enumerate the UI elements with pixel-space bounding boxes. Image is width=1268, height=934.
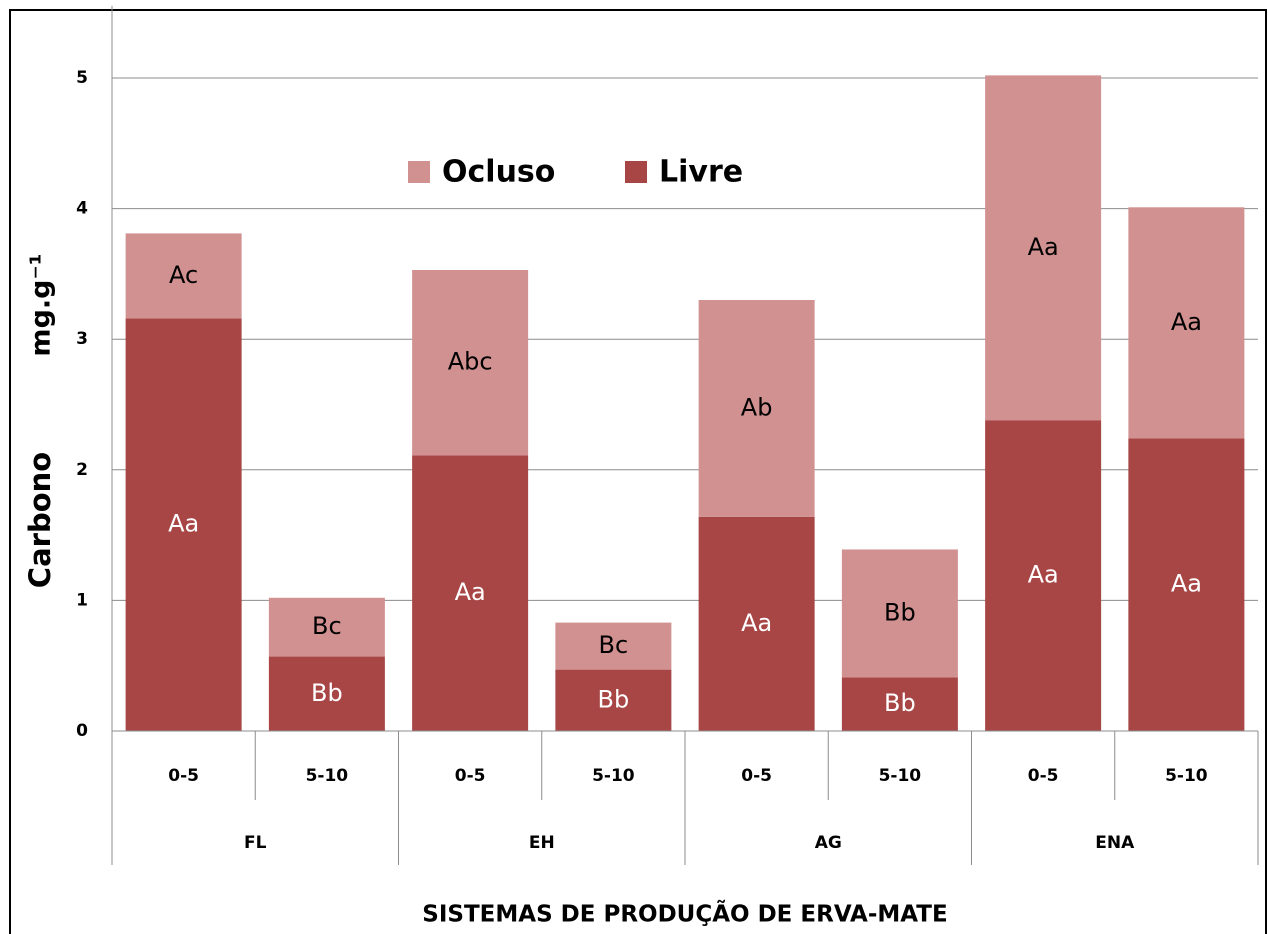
bar-segment [555,669,672,731]
data-label: Bc [599,631,629,659]
bar-segment [268,597,385,657]
bar-segment [1128,438,1245,731]
y-tick-label: 0 [76,721,88,741]
data-label: Ab [741,393,773,421]
bar-segment [125,318,242,731]
data-label: Aa [741,609,772,637]
x-tick-label: 0-5 [741,766,772,786]
data-label: Aa [1028,233,1059,261]
legend-label: Livre [659,155,743,190]
x-tick-label: 5-10 [306,766,349,786]
data-label: Bb [598,685,630,713]
bar-segment [841,677,958,731]
data-label: Aa [1171,570,1202,598]
data-label: Aa [1028,561,1059,589]
group-label: FL [244,833,267,853]
x-tick-label: 0-5 [1028,766,1059,786]
data-label: Ac [169,261,198,289]
x-tick-label: 5-10 [879,766,922,786]
bar-segment [412,269,529,456]
bar-segment [268,656,385,731]
x-tick-label: 0-5 [455,766,486,786]
x-tick-label: 5-10 [592,766,635,786]
data-label: Bb [884,689,916,717]
data-label: Bb [884,598,916,626]
x-tick-label: 5-10 [1165,766,1208,786]
bar-segment [985,420,1102,731]
bar-segment [1128,207,1245,439]
x-tick-label: 0-5 [168,766,199,786]
bar-segment [125,233,242,319]
y-tick-label: 1 [76,590,88,610]
legend-swatch [408,161,430,183]
data-label: Abc [448,348,493,376]
data-label: Aa [455,578,486,606]
group-label: ENA [1095,833,1135,853]
y-tick-label: 5 [76,68,88,88]
data-label: Aa [168,510,199,538]
frame [9,9,1267,934]
legend-swatch [625,161,647,183]
bar-segment [412,455,529,731]
group-label: EH [529,833,555,853]
y-axis-unit: mg.g⁻¹ [26,253,57,356]
x-axis-title: SISTEMAS DE PRODUÇÃO DE ERVA-MATE [422,900,947,928]
y-tick-label: 3 [76,329,88,349]
bar-segment [985,75,1102,421]
data-label: Aa [1171,308,1202,336]
bar-segment [698,300,815,517]
bar-segment [841,549,958,678]
y-tick-label: 4 [76,199,88,219]
bar-segment [698,516,815,731]
legend-label: Ocluso [442,155,555,190]
y-tick-label: 2 [76,460,88,480]
bar-segment [555,622,672,670]
data-label: Bb [311,679,343,707]
data-label: Bc [312,612,342,640]
group-label: AG [815,833,842,853]
y-axis-title: Carbono [23,452,57,588]
